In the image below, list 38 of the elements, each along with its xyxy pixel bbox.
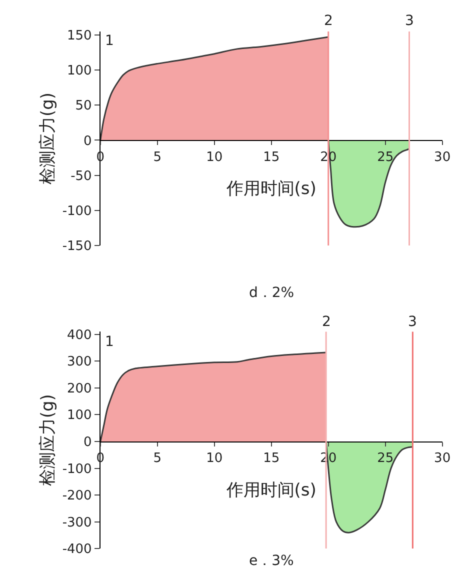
x-tick-label: 10 (206, 150, 223, 165)
y-tick-label: 100 (67, 408, 92, 424)
text: 2 (322, 314, 331, 330)
y-tick-label: 0 (84, 435, 92, 450)
y-axis-title: 检测应力(g) (38, 394, 58, 486)
text: d．2% (249, 285, 294, 301)
x-tick-label: 15 (263, 451, 280, 466)
y-tick-label: -150 (62, 239, 92, 254)
x-tick-label: 15 (263, 150, 280, 165)
x-tick-label: 30 (434, 451, 451, 466)
y-tick-label: 200 (67, 381, 92, 396)
y-tick-label: 400 (67, 328, 92, 343)
y-axis-title: 检测应力(g) (38, 92, 58, 184)
x-tick-label: 10 (206, 451, 223, 466)
text: 2 (324, 13, 333, 29)
x-tick-label: 5 (153, 150, 162, 165)
annotation: 1 (105, 334, 114, 350)
y-tick-label: -200 (62, 488, 92, 504)
x-tick-label: 25 (377, 451, 394, 466)
text: 3 (408, 314, 417, 330)
y-tick-label: -100 (62, 462, 92, 477)
y-tick-label: 150 (67, 28, 92, 44)
x-tick-label: 5 (153, 451, 162, 466)
x-tick-label: 30 (434, 150, 451, 165)
y-tick-label: 100 (67, 64, 92, 79)
y-tick-label: -100 (62, 204, 92, 219)
text: 3 (405, 13, 414, 29)
y-tick-label: -400 (62, 542, 92, 558)
y-tick-label: -300 (62, 515, 92, 530)
y-tick-label: 50 (75, 98, 92, 114)
y-tick-label: 0 (84, 134, 92, 149)
y-tick-label: 300 (67, 354, 92, 370)
text: e．3% (249, 553, 294, 569)
x-axis-title: 作用时间(s) (225, 480, 316, 500)
x-axis-title: 作用时间(s) (225, 179, 316, 200)
x-tick-label: 25 (377, 150, 394, 165)
y-tick-label: -50 (70, 168, 92, 184)
annotation: 1 (105, 33, 114, 49)
